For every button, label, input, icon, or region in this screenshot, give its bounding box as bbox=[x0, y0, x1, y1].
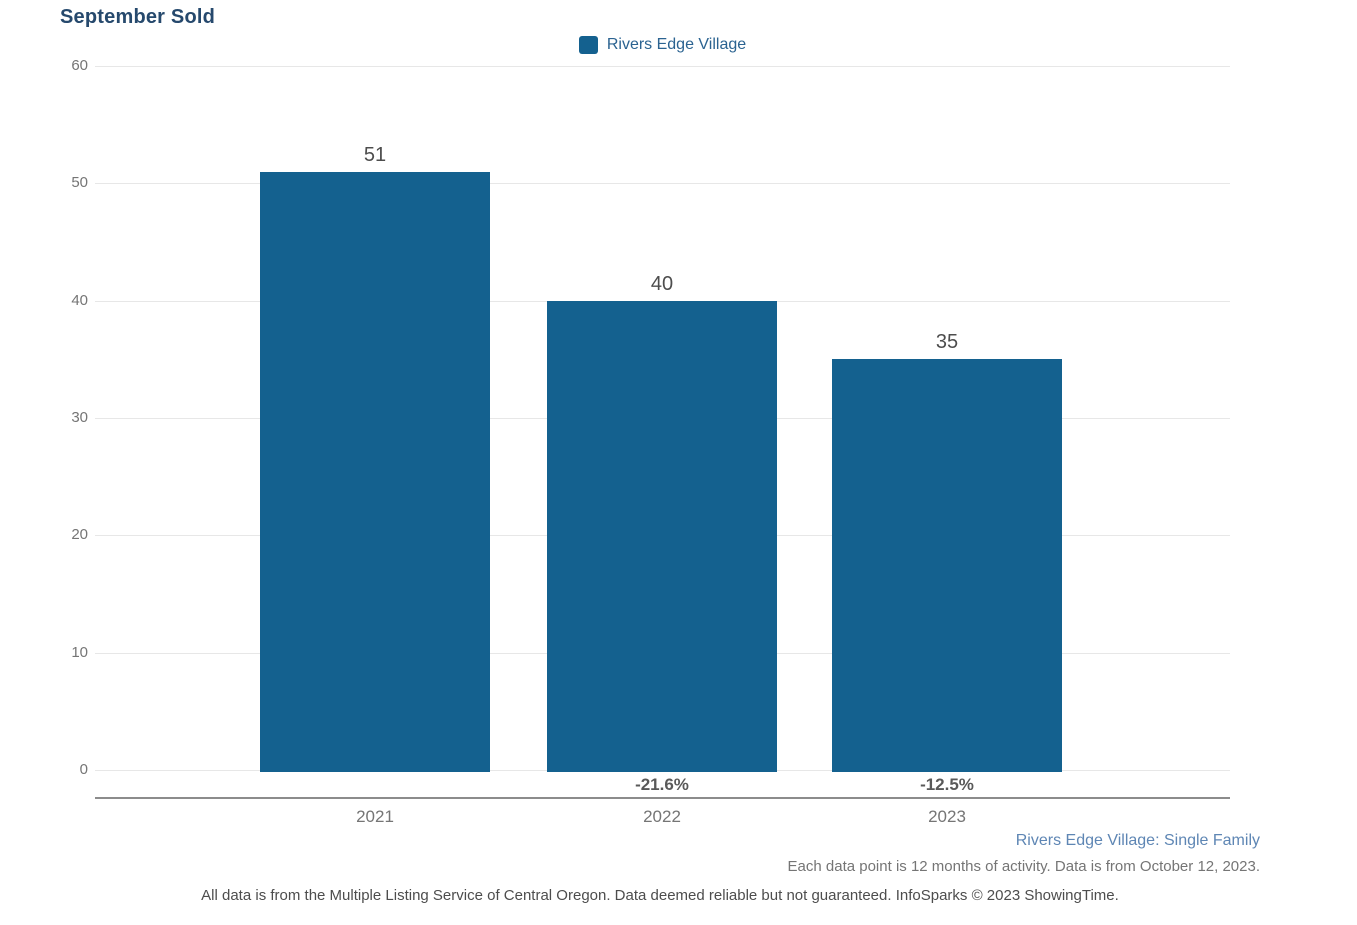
y-tick-label: 40 bbox=[71, 291, 88, 309]
y-tick-label: 20 bbox=[71, 526, 88, 544]
bar-2021[interactable] bbox=[260, 171, 490, 772]
footer-series-note[interactable]: Rivers Edge Village: Single Family bbox=[1015, 832, 1260, 849]
y-tick-label: 0 bbox=[79, 761, 88, 778]
y-tick-label: 10 bbox=[71, 643, 88, 661]
pct-change-label: -21.6% bbox=[635, 775, 689, 794]
bar-value-label: 40 bbox=[650, 272, 674, 295]
x-tick-label: 2021 bbox=[356, 807, 394, 826]
bar-value-label: 35 bbox=[935, 331, 959, 354]
x-tick-label: 2023 bbox=[928, 807, 966, 826]
footer-disclaimer: All data is from the Multiple Listing Se… bbox=[201, 887, 1119, 904]
bar-value-label: 51 bbox=[363, 143, 387, 166]
legend-series-label[interactable]: Rivers Edge Village bbox=[606, 36, 747, 53]
pct-change-label: -12.5% bbox=[920, 775, 974, 794]
bar-2022[interactable] bbox=[547, 300, 777, 772]
x-axis-line bbox=[95, 797, 1230, 799]
gridline-y-60 bbox=[95, 66, 1230, 67]
footer-data-note: Each data point is 12 months of activity… bbox=[787, 858, 1260, 875]
legend-swatch-icon bbox=[578, 36, 598, 54]
bar-2023[interactable] bbox=[832, 359, 1062, 772]
gridline-y-50 bbox=[95, 183, 1230, 185]
chart-title: September Sold bbox=[60, 6, 216, 28]
y-tick-label: 50 bbox=[71, 174, 88, 192]
x-tick-label: 2022 bbox=[643, 807, 681, 826]
legend: Rivers Edge Village bbox=[95, 36, 1230, 54]
y-tick-label: 60 bbox=[71, 57, 88, 74]
y-tick-label: 30 bbox=[71, 409, 88, 426]
